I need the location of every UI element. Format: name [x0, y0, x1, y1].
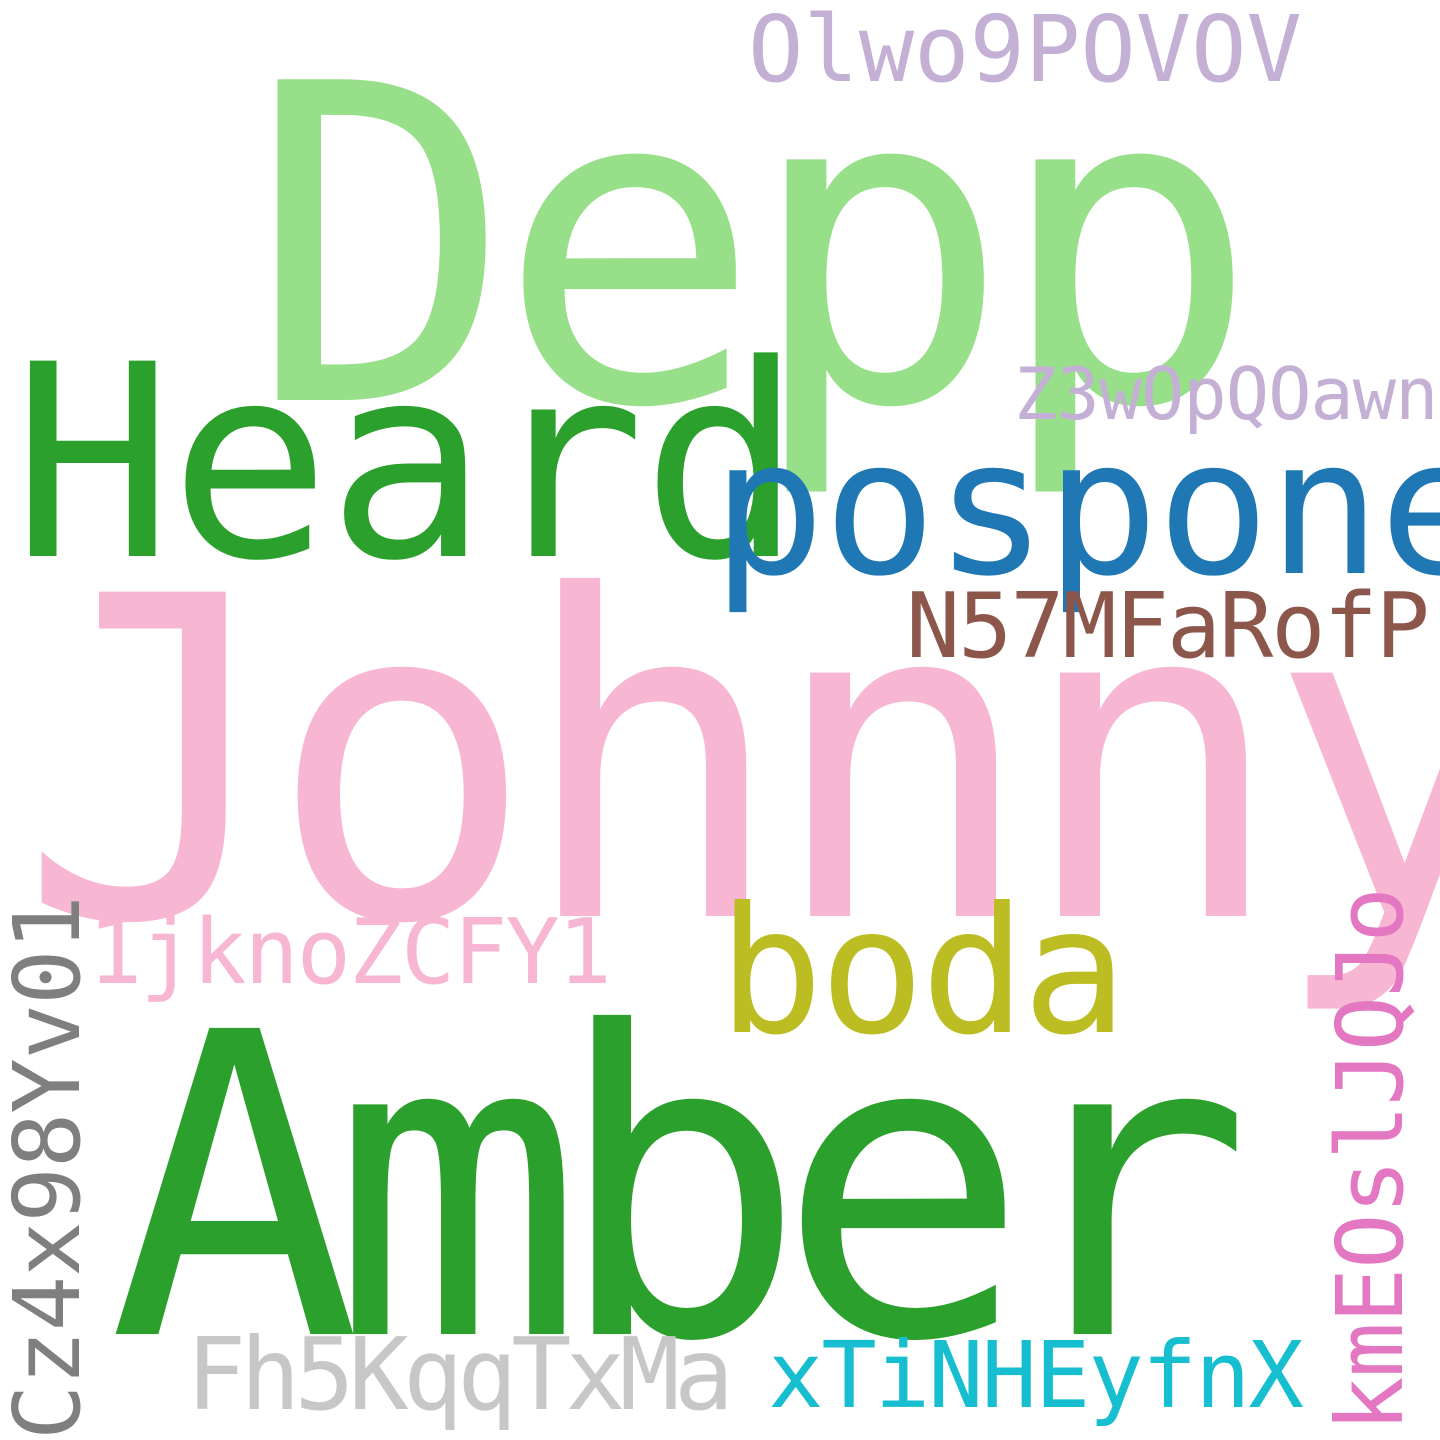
- word-olwo9povov: Olwo9POVOV: [748, 0, 1302, 103]
- word-boda: boda: [718, 871, 1127, 1074]
- word-heard: Heard: [12, 308, 803, 620]
- word-n57mfarofp: N57MFaRofP: [906, 574, 1430, 679]
- word-johnny: Johnny: [18, 503, 1440, 1021]
- word-1jknozcfy1: 1jknoZCFY1: [88, 900, 612, 1005]
- word-z3wopqoawn: Z3wOpQOawn: [1014, 352, 1438, 436]
- word-cz4x98yv01: Cz4x98Yv01: [0, 896, 101, 1440]
- word-amber: Amber: [108, 945, 1252, 1434]
- word-kmeosljqjo: kmEOslJQJo: [1317, 888, 1424, 1432]
- word-posponen: posponen: [712, 399, 1440, 618]
- word-depp: Depp: [248, 0, 1260, 504]
- word-fh5kqqtxma: Fh5KqqTxMa: [186, 1316, 734, 1433]
- word-xtinheyfnx: xTiNHEyfnX: [768, 1322, 1304, 1429]
